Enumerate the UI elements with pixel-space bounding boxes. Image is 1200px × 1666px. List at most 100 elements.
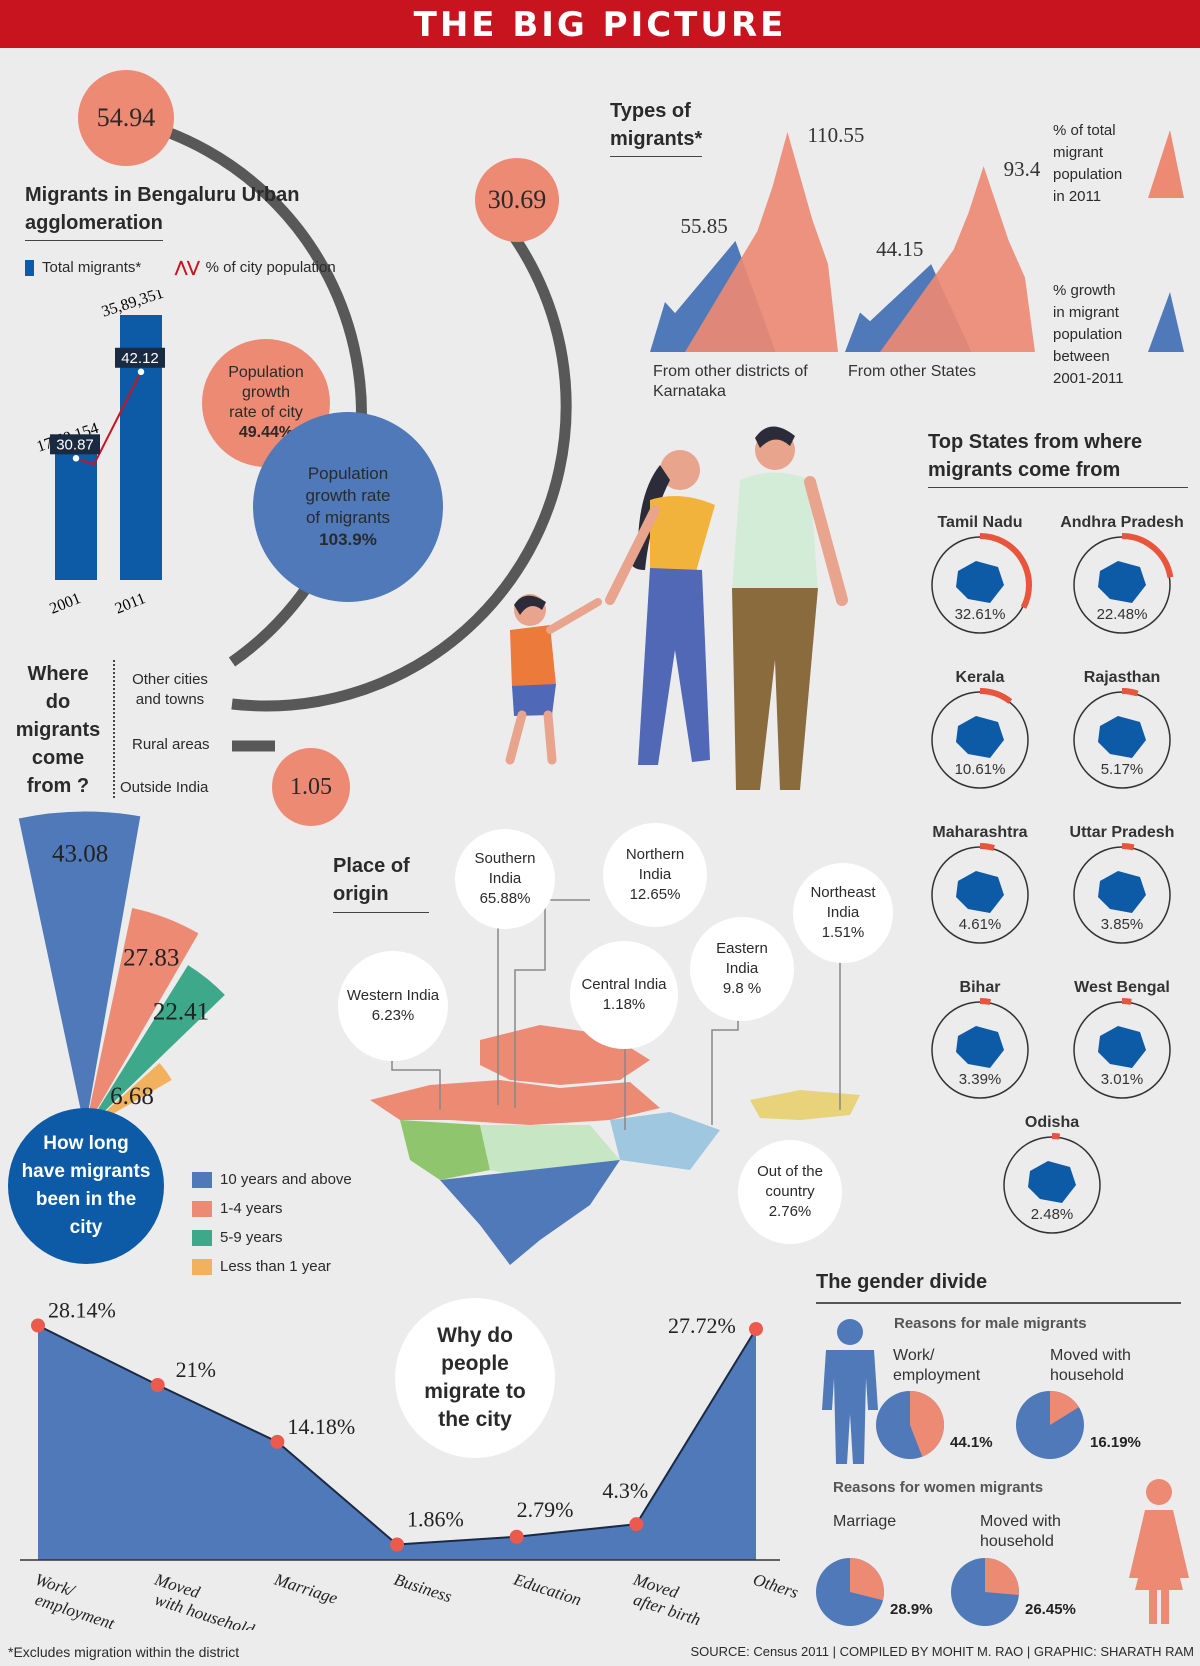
why-category-1-1: with household <box>152 1590 257 1630</box>
x-tick-2001: 2001 <box>47 590 83 618</box>
gender-pie-slice-2 <box>850 1558 884 1601</box>
gender-pie-slice-1 <box>1050 1391 1079 1425</box>
state-name-7: West Bengal <box>1074 979 1170 996</box>
pct-line <box>75 371 142 466</box>
why-area <box>38 1325 756 1560</box>
state-name-1: Andhra Pradesh <box>1060 514 1184 531</box>
types-salmon-peak-1 <box>880 166 1035 352</box>
types-title-2: migrants* <box>610 125 703 157</box>
why-category-3-0: Business <box>392 1570 455 1607</box>
female-figure-icon <box>1129 1479 1189 1624</box>
state-name-3: Rajasthan <box>1084 669 1160 686</box>
types-legend-total: % of total migrant population in 2011 <box>1053 120 1122 208</box>
why-title: Why do people migrate to the city <box>395 1298 555 1458</box>
x-tick-2011: 2011 <box>113 590 148 618</box>
gender-label-0-1: employment <box>893 1367 981 1384</box>
pct-label-box-2001 <box>50 434 100 455</box>
top-states-title-1: Top States from where <box>928 431 1143 453</box>
how-long-line-2: have migrants <box>21 1161 151 1182</box>
bubble-bottom: 1.05 <box>272 748 350 826</box>
bengaluru-title-2: agglomeration <box>25 209 163 241</box>
why-category-4-0: Education <box>510 1569 583 1609</box>
why-point-2 <box>270 1434 285 1449</box>
origin-region-pct-2: 12.65% <box>629 886 681 903</box>
where-label-rural: Rural areas <box>132 736 210 753</box>
state-pct-2: 10.61% <box>955 761 1006 778</box>
gender-pie-slice-3 <box>985 1558 1019 1596</box>
pct-point-2001 <box>71 453 81 464</box>
origin-region-name-6: Out of the country <box>757 1163 823 1200</box>
family-illustration <box>505 426 848 790</box>
why-line-1: Why do <box>437 1324 513 1347</box>
how-long-legend-item-1: 1-4 years <box>192 1194 352 1223</box>
types-legend-growth-2: in migrant <box>1053 304 1119 321</box>
origin-region-name-0: Western India <box>346 987 440 1004</box>
woman-trousers <box>638 568 710 765</box>
gender-label-3-1: household <box>980 1533 1054 1550</box>
page-title: THE BIG PICTURE <box>0 0 1200 48</box>
types-area-chart: 55.85 110.55 From other districts of Karnat… <box>650 123 1040 400</box>
types-legend-growth: % growth in migrant population between 2… <box>1053 280 1124 390</box>
how-long-legend-item-3: Less than 1 year <box>192 1252 352 1281</box>
how-long-line-1: How long <box>43 1133 129 1154</box>
how-long-legend-swatch-3 <box>192 1259 212 1276</box>
how-long-legend: 10 years and above 1-4 years 5-9 years Less… <box>192 1165 352 1281</box>
origin-region-pct-1: 65.88% <box>479 890 531 907</box>
where-divider <box>113 660 117 798</box>
bubble-middle: 30.69 <box>475 158 559 242</box>
gender-pct-2: 28.9% <box>890 1601 933 1618</box>
why-category-2-0: Marriage <box>271 1569 340 1608</box>
how-long-segment-1 <box>85 907 199 1130</box>
man-shirt <box>732 472 818 590</box>
state-shape-7 <box>1098 1026 1146 1068</box>
origin-region-pct-0: 6.23% <box>371 1007 415 1024</box>
types-legend-total-3: population <box>1053 166 1123 183</box>
origin-region-pct-3: 1.18% <box>602 996 646 1013</box>
how-long-segment-2 <box>85 965 225 1130</box>
types-legend-growth-5: 2001-2011 <box>1053 370 1124 387</box>
origin-bubble-4: Eastern India 9.8 % <box>690 917 794 1021</box>
where-line-5: from ? <box>26 775 90 797</box>
migrant-growth-value: 103.9% <box>319 530 377 549</box>
map-east <box>610 1112 720 1170</box>
map-west <box>400 1120 490 1180</box>
origin-region-name-3: Central India <box>581 976 667 993</box>
origin-bubble-2: Northern India 12.65% <box>603 823 707 927</box>
how-long-value-3: 6.68 <box>110 1083 154 1110</box>
pct-point-2011 <box>136 367 146 377</box>
state-pct-1: 22.48% <box>1097 606 1148 623</box>
city-growth-l3: rate of city <box>229 404 303 421</box>
arc-rural-areas <box>231 214 572 712</box>
gender-pie-slice-0 <box>910 1391 944 1457</box>
origin-region-pct-6: 2.76% <box>768 1203 812 1220</box>
state-pct-6: 3.39% <box>959 1071 1002 1088</box>
state-arc-4 <box>979 843 995 851</box>
gender-label-1-0: Moved with <box>1050 1347 1131 1364</box>
gender-pct-1: 16.19% <box>1090 1434 1141 1451</box>
why-point-1 <box>150 1378 165 1392</box>
male-figure-icon <box>822 1319 878 1464</box>
why-line-4: the city <box>438 1408 512 1431</box>
migrant-growth-l2: growth rate <box>305 486 391 505</box>
why-category-0-1: employment <box>33 1590 118 1630</box>
types-blue-value-0: 55.85 <box>680 214 727 238</box>
map-northeast <box>750 1090 860 1120</box>
state-name-6: Bihar <box>960 979 1001 996</box>
how-long-chart: 43.08 27.83 22.41 6.68 <box>18 811 225 1130</box>
origin-region-name-2: Northern India <box>625 846 685 883</box>
origin-region-pct-5: 1.51% <box>821 924 865 941</box>
state-shape-4 <box>956 871 1004 913</box>
man-hair <box>755 426 795 448</box>
origin-region-name-5: Northeast India <box>810 884 876 921</box>
india-map <box>370 1025 860 1265</box>
where-label-cities: Other cities and towns <box>132 671 208 708</box>
state-shape-3 <box>1098 716 1146 758</box>
how-long-segment-0 <box>18 811 141 1130</box>
how-long-legend-item-0: 10 years and above <box>192 1165 352 1194</box>
where-line-4: come <box>31 747 85 769</box>
where-line-1: Where <box>27 663 89 685</box>
female-reasons-title: Reasons for women migrants <box>833 1479 1044 1496</box>
gender-pies: Work/employment 44.1% Moved with household 1… <box>816 1347 1141 1626</box>
state-arc-6 <box>979 998 991 1006</box>
